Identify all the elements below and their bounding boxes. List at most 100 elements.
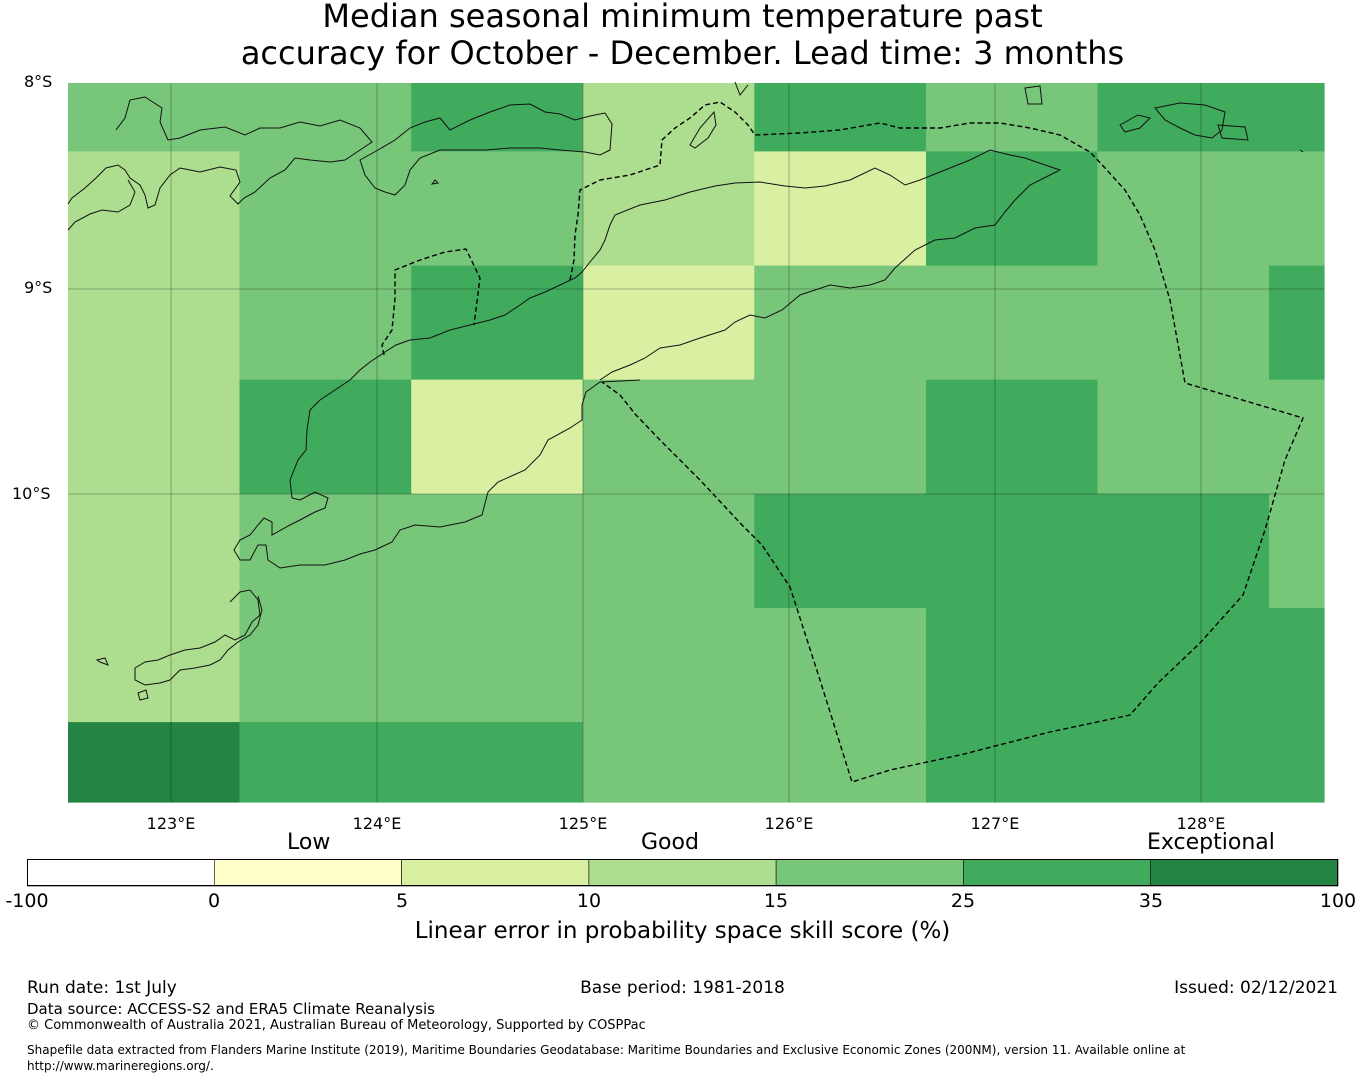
coastline-islet-7	[1299, 149, 1304, 153]
skill-cell-r2-c1	[239, 265, 412, 381]
skill-cell-r1-c7	[1269, 151, 1325, 267]
lon-label-126e: 126°E	[764, 814, 814, 833]
colorbar-tick-100: 100	[1319, 890, 1357, 912]
coastline-islet-6	[430, 179, 440, 185]
colorbar-tick-10: 10	[576, 890, 602, 912]
lon-label-127e: 127°E	[970, 814, 1020, 833]
base-period: Base period: 1981-2018	[580, 978, 785, 998]
skill-cell-r1-c2	[411, 151, 584, 267]
colorbar-category-good: Good	[641, 830, 699, 855]
coastline-islet-1	[1024, 85, 1043, 105]
skill-cell-r5-c0	[68, 608, 241, 723]
skill-cell-r1-c3	[582, 151, 755, 267]
coastline-alor-islands-2	[67, 179, 136, 231]
eez-boundary-oecusse	[381, 248, 481, 356]
skill-cell-r6-c0	[68, 722, 241, 803]
colorbar-tick-35: 35	[1138, 890, 1164, 912]
skill-cell-r5-c1	[239, 608, 412, 723]
skill-cell-r3-c6	[1097, 379, 1270, 495]
skill-cell-r3-c4	[754, 379, 927, 495]
skill-cell-r5-c4	[754, 608, 927, 723]
eez-boundary-timor-leste	[569, 101, 1304, 783]
data-source: Data source: ACCESS-S2 and ERA5 Climate …	[27, 1000, 435, 1018]
skill-cell-r0-c7	[1269, 83, 1325, 152]
colorbar-tick-15: 15	[763, 890, 789, 912]
colorbar-swatch-4	[775, 859, 964, 887]
skill-cell-r0-c1	[239, 83, 412, 152]
colorbar-tick-minus100: -100	[5, 890, 49, 912]
skill-cell-r0-c0	[68, 83, 241, 152]
coastline-islet-2	[1119, 114, 1151, 133]
skill-cell-r6-c1	[239, 722, 412, 803]
colorbar-tick-0: 0	[207, 890, 221, 912]
skill-cell-r5-c3	[582, 608, 755, 723]
lon-label-128e: 128°E	[1176, 814, 1226, 833]
skill-cell-r4-c0	[68, 493, 241, 609]
colorbar-category-exceptional: Exceptional	[1147, 830, 1275, 855]
coastline-rote	[137, 689, 149, 701]
skill-cell-r2-c5	[926, 265, 1099, 381]
colorbar-swatch-1	[214, 859, 402, 887]
colorbar-tick-5: 5	[395, 890, 409, 912]
skill-cell-r6-c4	[754, 722, 927, 803]
shapefile-credit-line-2: http://www.marineregions.org/.	[27, 1059, 214, 1073]
skill-cell-r1-c1	[239, 151, 412, 267]
skill-cell-r3-c1	[239, 379, 412, 495]
lon-label-125e: 125°E	[558, 814, 608, 833]
coastline-wetar	[359, 103, 613, 196]
lat-label-10s: 10°S	[12, 484, 51, 503]
skill-cell-r3-c3	[582, 379, 755, 495]
coastline-semau	[134, 589, 263, 686]
skill-cell-r0-c3	[582, 83, 755, 152]
colorbar-swatch-6	[1150, 859, 1339, 887]
copyright-notice: © Commonwealth of Australia 2021, Austra…	[27, 1018, 646, 1033]
skill-cell-r2-c2	[411, 265, 584, 381]
skill-cell-r5-c6	[1097, 608, 1270, 723]
skill-cell-r2-c7	[1269, 265, 1325, 381]
skill-cell-r4-c2	[411, 493, 584, 609]
skill-cell-r4-c5	[926, 493, 1099, 609]
colorbar-tick-25: 25	[950, 890, 976, 912]
shapefile-credit-line-1: Shapefile data extracted from Flanders M…	[27, 1043, 1186, 1057]
skill-cell-r5-c7	[1269, 608, 1325, 723]
coastlines	[67, 81, 1304, 701]
skill-cell-r4-c4	[754, 493, 927, 609]
skill-cell-r3-c0	[68, 379, 241, 495]
skill-cell-r6-c5	[926, 722, 1099, 803]
coastline-ndao	[95, 657, 109, 666]
skill-cell-r5-c5	[926, 608, 1099, 723]
skill-cell-r6-c7	[1269, 722, 1325, 803]
skill-cell-r1-c4	[754, 151, 927, 267]
colorbar-swatch-0	[27, 859, 215, 887]
coastline-timor-north	[233, 149, 1062, 569]
colorbar-swatch-2	[401, 859, 590, 887]
skill-cell-r6-c6	[1097, 722, 1270, 803]
coastline-islet-5	[734, 81, 749, 96]
skill-cell-r3-c2	[411, 379, 584, 495]
skill-cell-r6-c3	[582, 722, 755, 803]
lat-label-8s: 8°S	[24, 72, 53, 91]
skill-cell-r0-c2	[411, 83, 584, 152]
skill-cell-r0-c4	[754, 83, 927, 152]
skill-cell-r3-c7	[1269, 379, 1325, 495]
skill-cell-r2-c4	[754, 265, 927, 381]
skill-cell-r4-c3	[582, 493, 755, 609]
lon-label-123e: 123°E	[146, 814, 196, 833]
colorbar-category-low: Low	[287, 830, 331, 855]
map-title-line-1: Median seasonal minimum temperature past	[322, 0, 1043, 35]
skill-cell-r4-c7	[1269, 493, 1325, 609]
colorbar-title: Linear error in probability space skill …	[414, 918, 951, 944]
colorbar-swatch-5	[963, 859, 1152, 887]
coastline-islet-4	[1217, 124, 1249, 141]
coastline-islet-3	[1154, 102, 1226, 139]
colorbar	[27, 859, 1339, 887]
colorbar-outline	[27, 859, 1338, 886]
skill-grid-cells	[68, 83, 1325, 803]
skill-cell-r6-c2	[411, 722, 584, 803]
lat-label-9s: 9°S	[24, 278, 53, 297]
skill-cell-r1-c0	[68, 151, 241, 267]
skill-cell-r0-c5	[926, 83, 1099, 152]
skill-cell-r1-c5	[926, 151, 1099, 267]
maritime-boundaries	[381, 101, 1304, 783]
